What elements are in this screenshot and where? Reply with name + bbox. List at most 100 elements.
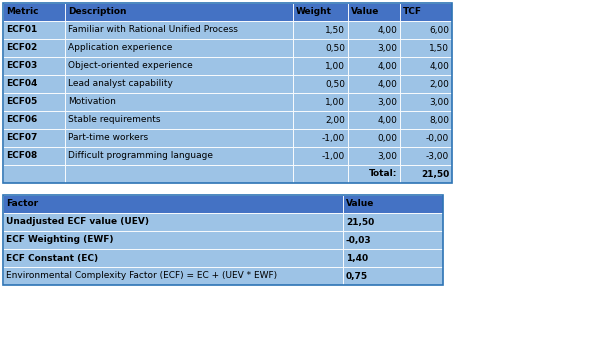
Text: 3,00: 3,00 [429, 97, 449, 106]
Bar [3, 231, 343, 249]
Text: TCF: TCF [403, 7, 422, 17]
Text: 0,75: 0,75 [346, 272, 368, 280]
Text: Motivation: Motivation [68, 97, 116, 106]
Bar [3, 249, 343, 267]
Bar [65, 75, 293, 93]
Bar [3, 75, 65, 93]
Text: ECF02: ECF02 [6, 43, 37, 53]
Bar [293, 111, 348, 129]
Text: Lead analyst capability: Lead analyst capability [68, 80, 173, 89]
Bar [65, 57, 293, 75]
Text: 4,00: 4,00 [429, 61, 449, 70]
Text: Weight: Weight [296, 7, 332, 17]
Bar [65, 147, 293, 165]
Text: 6,00: 6,00 [429, 26, 449, 34]
Text: 0,00: 0,00 [377, 133, 397, 143]
Text: 1,50: 1,50 [429, 43, 449, 53]
Bar [400, 3, 452, 21]
Bar [65, 93, 293, 111]
Text: -3,00: -3,00 [426, 152, 449, 160]
Text: 1,00: 1,00 [325, 61, 345, 70]
Bar [348, 147, 400, 165]
Bar [65, 111, 293, 129]
Bar [3, 57, 65, 75]
Text: ECF07: ECF07 [6, 133, 37, 143]
Bar [293, 129, 348, 147]
Text: ECF Constant (EC): ECF Constant (EC) [6, 253, 98, 263]
Text: Total:: Total: [369, 170, 397, 179]
Bar [400, 57, 452, 75]
Bar [400, 165, 452, 183]
Bar [3, 21, 65, 39]
Text: ECF06: ECF06 [6, 116, 37, 124]
Text: 4,00: 4,00 [377, 61, 397, 70]
Text: Metric: Metric [6, 7, 38, 17]
Bar [65, 21, 293, 39]
Text: 21,50: 21,50 [421, 170, 449, 179]
Text: 2,00: 2,00 [429, 80, 449, 89]
Text: Familiar with Rational Unified Process: Familiar with Rational Unified Process [68, 26, 238, 34]
Bar [65, 39, 293, 57]
Text: Description: Description [68, 7, 127, 17]
Bar [3, 39, 65, 57]
Text: Stable requirements: Stable requirements [68, 116, 160, 124]
Bar [65, 3, 293, 21]
Text: 1,40: 1,40 [346, 253, 368, 263]
Text: Part-time workers: Part-time workers [68, 133, 148, 143]
Text: Value: Value [346, 200, 375, 209]
Text: 2,00: 2,00 [325, 116, 345, 124]
Text: ECF04: ECF04 [6, 80, 37, 89]
Text: 1,50: 1,50 [325, 26, 345, 34]
Text: Difficult programming language: Difficult programming language [68, 152, 213, 160]
Text: Value: Value [351, 7, 379, 17]
Bar [3, 129, 65, 147]
Bar [293, 57, 348, 75]
Bar [293, 93, 348, 111]
Text: Environmental Complexity Factor (ECF) = EC + (UEV * EWF): Environmental Complexity Factor (ECF) = … [6, 272, 277, 280]
Bar [293, 39, 348, 57]
Bar [293, 147, 348, 165]
Bar [3, 147, 65, 165]
Text: 4,00: 4,00 [377, 80, 397, 89]
Text: 3,00: 3,00 [377, 97, 397, 106]
Text: 0,50: 0,50 [325, 43, 345, 53]
Bar [3, 3, 65, 21]
Bar [3, 213, 343, 231]
Text: Factor: Factor [6, 200, 38, 209]
Text: 4,00: 4,00 [377, 116, 397, 124]
Text: 0,50: 0,50 [325, 80, 345, 89]
Bar [343, 213, 443, 231]
Bar [343, 195, 443, 213]
Bar [400, 129, 452, 147]
Bar [293, 165, 348, 183]
Bar [3, 3, 452, 183]
Bar [293, 75, 348, 93]
Text: -0,03: -0,03 [346, 236, 372, 245]
Text: ECF05: ECF05 [6, 97, 37, 106]
Bar [65, 165, 293, 183]
Bar [343, 267, 443, 285]
Text: ECF03: ECF03 [6, 61, 37, 70]
Bar [348, 3, 400, 21]
Bar [348, 129, 400, 147]
Text: 1,00: 1,00 [325, 97, 345, 106]
Text: 4,00: 4,00 [377, 26, 397, 34]
Text: ECF01: ECF01 [6, 26, 37, 34]
Bar [400, 147, 452, 165]
Text: 8,00: 8,00 [429, 116, 449, 124]
Bar [3, 111, 65, 129]
Bar [343, 249, 443, 267]
Bar [400, 93, 452, 111]
Bar [400, 111, 452, 129]
Text: Unadjusted ECF value (UEV): Unadjusted ECF value (UEV) [6, 217, 149, 226]
Bar [3, 165, 65, 183]
Bar [400, 21, 452, 39]
Text: 21,50: 21,50 [346, 217, 374, 226]
Text: ECF Weighting (EWF): ECF Weighting (EWF) [6, 236, 114, 245]
Bar [343, 231, 443, 249]
Text: Application experience: Application experience [68, 43, 173, 53]
Bar [65, 129, 293, 147]
Text: ECF08: ECF08 [6, 152, 37, 160]
Text: -0,00: -0,00 [426, 133, 449, 143]
Bar [3, 195, 343, 213]
